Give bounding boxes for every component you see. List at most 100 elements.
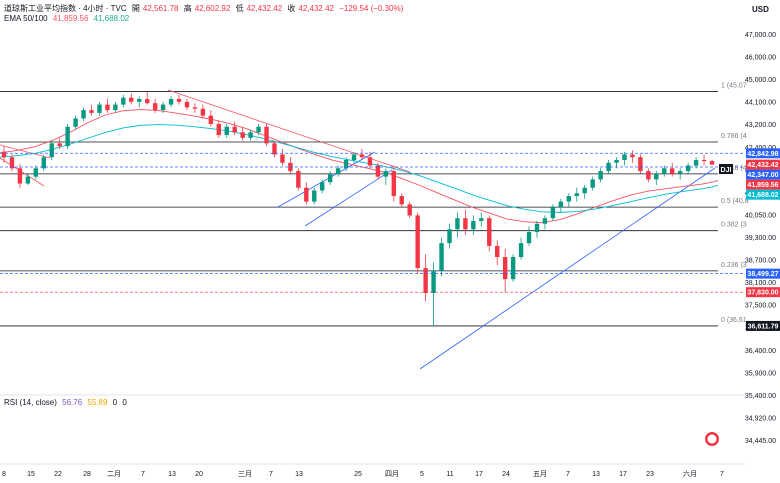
candle-body	[320, 182, 325, 191]
symbol-tag-box	[719, 164, 733, 174]
channel-line-lower	[304, 169, 393, 227]
tradingview-logo	[705, 432, 719, 446]
candle-body	[598, 171, 603, 180]
y-tick-label: 34,920.00	[745, 415, 776, 422]
candle-body	[431, 270, 436, 294]
candle-body	[510, 256, 516, 280]
price-tag-label: 37,830.00	[747, 290, 778, 297]
candle-body	[677, 171, 683, 174]
fib-level-label: 0.786 (4	[721, 133, 747, 140]
price-tag-box	[746, 320, 780, 331]
symbol-tag-text: DJI	[721, 167, 732, 174]
x-tick-label: 13	[592, 471, 600, 478]
x-tick-label: 20	[195, 471, 203, 478]
candle-body	[471, 220, 476, 230]
x-tick-label: 三月	[238, 470, 252, 478]
y-tick-label: 35,900.00	[745, 370, 776, 377]
candle-body	[701, 160, 707, 162]
price-tags: 42,842.98 42,432.42 42,347.00 41,859.56 41,6…	[0, 148, 780, 331]
candle-body	[550, 207, 556, 219]
ema-label: EMA 50/100	[4, 14, 48, 23]
candle-body	[558, 201, 564, 208]
x-tick-label: 13	[168, 471, 176, 478]
candle-body	[256, 126, 261, 133]
fib-level-label: 0 (36,61	[721, 317, 747, 324]
candle-body	[121, 97, 126, 105]
x-tick-label: 8	[2, 471, 6, 478]
candle-body	[495, 245, 500, 257]
candle-body	[280, 154, 285, 163]
candle-body	[33, 168, 39, 177]
close-label: 收	[287, 4, 296, 13]
x-tick-label: 四月	[385, 470, 399, 478]
candle-body	[129, 97, 134, 102]
candle-body	[455, 218, 460, 230]
change-value: −129.54 (−0.30%)	[339, 4, 404, 13]
y-tick-label: 35,400.00	[745, 393, 776, 400]
candle-body	[49, 143, 54, 158]
y-tick-label: 39,300.00	[745, 235, 776, 242]
candle-body	[526, 232, 532, 244]
candle-body	[113, 104, 118, 111]
x-tick-label: 15	[27, 471, 35, 478]
logo-icon-inner	[707, 434, 717, 444]
symbol-tag: DJI	[719, 164, 733, 174]
fib-level-label: 0.618 (4	[721, 165, 747, 172]
open-label: 開	[131, 4, 140, 13]
candle-body	[248, 132, 253, 138]
candle-body	[264, 126, 269, 144]
candle-body	[439, 243, 444, 271]
candle-body	[670, 168, 675, 174]
low-value: 42,432.42	[246, 4, 283, 13]
price-tag-box	[746, 148, 780, 159]
candle-body	[407, 204, 412, 216]
candle-body	[447, 229, 452, 244]
candle-body	[638, 157, 643, 172]
candle-body	[144, 99, 150, 104]
price-tag-box	[746, 169, 780, 180]
fib-level-label: 1 (45,07	[721, 83, 747, 90]
x-tick-label: 二月	[107, 470, 121, 478]
x-tick-label: 7	[720, 471, 724, 478]
candle-body	[65, 126, 70, 147]
candle-body	[1, 151, 7, 158]
candle-body	[327, 173, 333, 183]
candle-body	[224, 126, 229, 136]
price-tag-box	[746, 179, 780, 190]
high-value: 42,602.92	[194, 4, 231, 13]
price-tag-label: 41,688.02	[747, 192, 778, 199]
price-axis[interactable]: 47,000.00 46,000.00 45,000.00 44,100.00 43,2…	[745, 32, 776, 445]
candle-body	[9, 157, 15, 169]
candle-body	[693, 160, 699, 166]
candle-body	[176, 99, 182, 102]
legend-ema-row[interactable]: EMA 50/100 41,859.56 41,688.02	[4, 14, 132, 23]
price-tag-box	[746, 268, 780, 279]
candle-body	[518, 243, 524, 257]
candle-body	[216, 123, 221, 136]
candle-body	[646, 171, 651, 180]
ema100-value: 41,688.02	[93, 14, 130, 23]
time-axis[interactable]: 8 15 22 28 二月 7 13 20 三月 7 13 25 四月 5 11 17 24 五月 7 13 17 23 六…	[2, 469, 724, 478]
candle-body	[343, 160, 349, 169]
candle-body	[582, 187, 587, 194]
candle-body	[296, 171, 301, 188]
x-tick-label: 24	[502, 471, 510, 478]
x-tick-label: 5	[420, 471, 424, 478]
x-tick-label: 7	[141, 471, 145, 478]
candle-body	[534, 223, 540, 233]
candle-body	[160, 104, 166, 111]
currency-label[interactable]: USD	[752, 5, 769, 14]
candle-body	[25, 176, 31, 184]
candle-body	[152, 103, 158, 111]
price-tag-box	[746, 287, 780, 298]
rsi-label: RSI (14, close)	[4, 398, 57, 407]
candle-body	[614, 160, 619, 163]
candle-body	[312, 190, 317, 202]
legend-rsi-row[interactable]: RSI (14, close) 56.76 55.89 0 0	[4, 398, 130, 407]
ema50-line	[0, 109, 719, 224]
candle-body	[208, 115, 214, 124]
candle-body	[479, 218, 484, 221]
candle-body	[542, 218, 548, 224]
x-tick-label: 23	[646, 471, 654, 478]
